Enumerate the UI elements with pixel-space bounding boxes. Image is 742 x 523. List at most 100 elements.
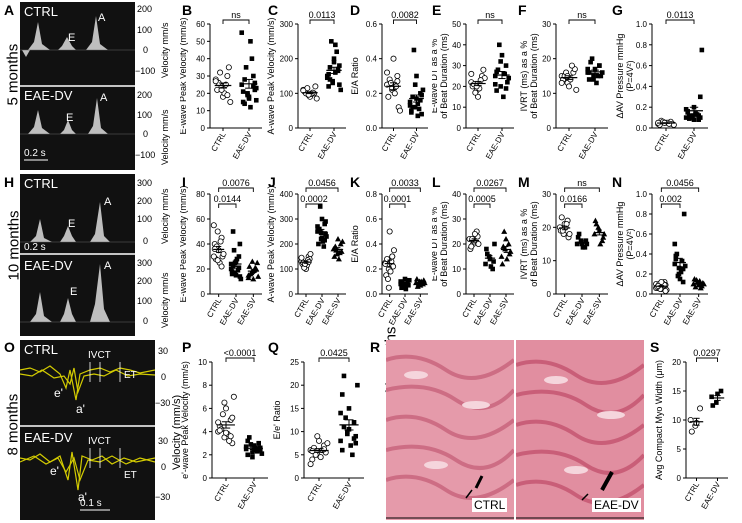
data-point <box>589 56 595 61</box>
echo-a-ylabel-top: Velocity mm/s <box>160 22 170 78</box>
y-tick-label: 10 <box>198 358 207 367</box>
data-point <box>317 454 324 461</box>
data-point <box>254 449 260 454</box>
data-point <box>229 414 236 421</box>
data-point <box>492 82 498 87</box>
data-point <box>501 94 506 100</box>
data-point <box>329 39 334 44</box>
echo-a-scale: 0.2 s <box>24 148 46 159</box>
echo-a-tick: 100 <box>137 25 153 35</box>
pvalue-label: 0.0033 <box>391 178 419 188</box>
data-point <box>242 77 247 82</box>
y-axis-label-line: E-wave DT as a % <box>432 39 439 113</box>
data-point <box>351 420 357 425</box>
y-tick-label: 0 <box>201 124 206 133</box>
y-axis-label-line: E-wave DT as a % <box>432 207 439 281</box>
data-point <box>210 222 217 229</box>
data-point <box>398 279 404 284</box>
data-point <box>323 231 328 237</box>
data-point <box>227 433 234 440</box>
data-point <box>675 273 681 279</box>
data-point <box>410 94 415 100</box>
echo-h-ctrl-label: CTRL <box>24 176 58 191</box>
data-point <box>574 241 580 247</box>
pvalue-label: 0.0076 <box>222 178 250 188</box>
panel-letter-g: G <box>612 2 623 18</box>
data-point <box>326 71 331 77</box>
echo-o-et-bot: ET <box>124 470 137 481</box>
x-tick-label: EAE-DV <box>676 130 699 161</box>
data-point <box>494 69 499 75</box>
data-point <box>254 259 261 266</box>
echo-o-ivct-bot: IVCT <box>88 436 111 447</box>
data-point <box>598 73 604 79</box>
pvalue-bracket <box>696 357 718 362</box>
echo-h-ylabel-bot: Velocity mm/s <box>160 272 170 328</box>
data-point <box>600 234 607 240</box>
y-tick-label: 60 <box>196 20 205 29</box>
data-point <box>318 230 324 236</box>
echo-a-ctrl-label: CTRL <box>24 4 58 19</box>
data-point <box>225 64 232 71</box>
pvalue-bracket <box>568 19 596 24</box>
data-point <box>678 269 684 275</box>
data-point <box>390 263 397 270</box>
y-tick-label: 400 <box>280 190 294 199</box>
pvalue-label: 0.0001 <box>384 194 412 204</box>
histology-eaedv-label: EAE-DV <box>592 498 641 512</box>
data-point <box>251 447 257 453</box>
pvalue-label: 0.0166 <box>560 194 588 204</box>
data-point <box>594 80 599 86</box>
data-point <box>503 63 509 68</box>
pvalue-label: ns <box>231 10 241 20</box>
data-point <box>484 246 489 252</box>
panel-letter-l: L <box>432 174 441 190</box>
data-point <box>411 47 417 53</box>
data-point <box>353 440 359 446</box>
data-point <box>584 241 590 247</box>
data-point <box>307 461 314 468</box>
data-point <box>339 238 346 244</box>
data-point <box>715 391 720 397</box>
data-point <box>505 79 510 85</box>
pvalue-bracket <box>660 187 700 192</box>
data-point <box>468 243 475 250</box>
data-point <box>686 114 692 119</box>
data-point <box>558 214 565 221</box>
data-point <box>390 55 397 62</box>
histology-ctrl-image: CTRL <box>386 340 514 520</box>
y-tick-label: 0.2 <box>366 89 378 98</box>
data-point <box>407 99 413 105</box>
data-point <box>232 270 238 276</box>
pvalue-label: ns <box>577 10 587 20</box>
data-point <box>253 85 259 91</box>
data-point <box>218 263 225 270</box>
data-point <box>599 237 606 244</box>
data-point <box>307 251 314 258</box>
y-tick-label: 0.4 <box>636 250 648 259</box>
panel-letter-f: F <box>518 2 527 18</box>
y-tick-label: 50 <box>196 37 205 46</box>
y-axis-label: E/A Ratio <box>350 225 360 263</box>
y-axis-label-line: of Beat Duration (ms) <box>529 201 539 287</box>
echo-h-tick: 100 <box>137 296 153 306</box>
data-point <box>224 73 231 80</box>
data-point <box>575 235 581 240</box>
y-axis-label: E/e' Ratio <box>272 401 282 440</box>
y-tick-label: 0.0 <box>366 290 378 299</box>
y-axis-label: E/A Ratio <box>350 57 360 95</box>
y-tick-label: 2 <box>203 451 208 460</box>
data-point <box>419 111 424 117</box>
y-tick-label: 15 <box>672 387 681 396</box>
x-tick-label: CTRL <box>555 130 574 153</box>
y-tick-label: 100 <box>280 265 294 274</box>
y-tick-label: 0.2 <box>636 270 648 279</box>
pvalue-bracket <box>564 187 600 192</box>
data-point <box>498 84 503 89</box>
data-point <box>662 288 669 295</box>
y-axis-label-line: (P=4V²) <box>625 228 635 259</box>
data-point <box>413 276 420 282</box>
y-tick-label: 300 <box>280 20 294 29</box>
data-point <box>697 94 703 100</box>
